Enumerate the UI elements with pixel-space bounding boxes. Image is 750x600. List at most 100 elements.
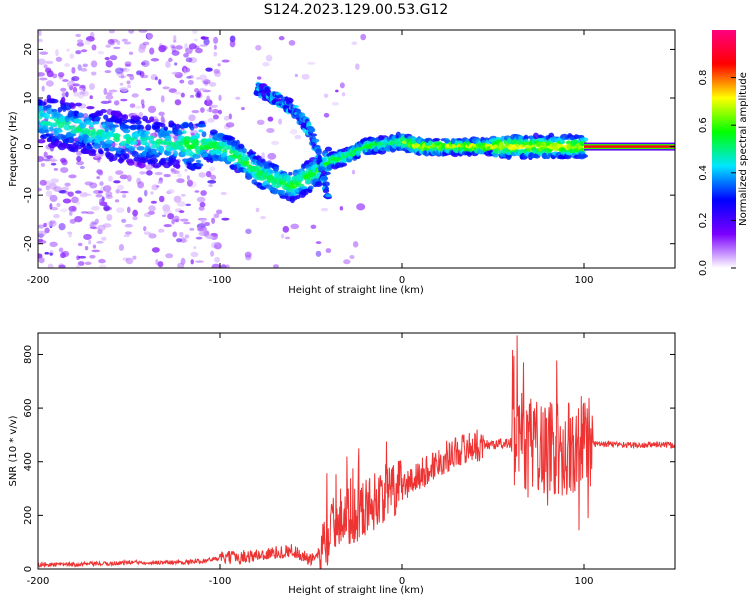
ridge-blob (324, 146, 333, 152)
noise-blob (105, 60, 113, 68)
branch-blob (277, 94, 284, 98)
noise-blob (140, 171, 144, 176)
ridge-blob (340, 162, 348, 167)
noise-blob (180, 92, 185, 98)
noise-blob (199, 218, 208, 222)
noise-blob (59, 208, 68, 213)
snr-line (38, 335, 675, 569)
snr-x-tick-label: 0 (399, 576, 405, 587)
noise-blob (141, 62, 146, 66)
noise-blob (158, 111, 165, 117)
noise-blob (45, 190, 53, 197)
noise-blob (173, 195, 182, 203)
noise-blob (39, 179, 47, 186)
noise-blob (225, 122, 235, 128)
ridge-blob (180, 151, 186, 157)
ridge-blob (141, 137, 151, 141)
noise-blob (79, 84, 86, 89)
noise-blob (217, 63, 221, 67)
noise-blob (80, 67, 88, 72)
noise-blob (38, 187, 42, 192)
noise-blob (171, 46, 176, 53)
colorbar: 0.0 0.2 0.4 0.6 0.8 Normalized spectral ampl… (698, 30, 749, 276)
ridge-blob (112, 133, 121, 139)
noise-blob (97, 229, 103, 235)
noise-blob (211, 263, 221, 268)
ridge-blob (77, 112, 84, 118)
noise-blob (315, 241, 322, 245)
noise-blob (53, 186, 62, 193)
noise-blob (57, 71, 65, 78)
noise-blob (55, 56, 63, 62)
noise-blob (278, 35, 285, 41)
ridge-blob (149, 116, 155, 122)
branch-blob (322, 181, 330, 187)
ridge-blob (198, 129, 204, 133)
noise-blob (66, 80, 76, 88)
noise-blob (116, 72, 122, 76)
ridge-blob (122, 128, 131, 134)
noise-blob (199, 44, 208, 47)
noise-blob (108, 89, 118, 93)
noise-blob (114, 199, 120, 203)
noise-blob (134, 105, 142, 109)
spectrogram-tone (584, 142, 675, 151)
noise-blob (71, 75, 80, 82)
noise-blob (38, 155, 45, 162)
noise-blob (109, 54, 118, 61)
snr-series (38, 335, 675, 569)
ridge-blob (48, 126, 54, 132)
noise-blob (271, 140, 280, 146)
noise-blob (176, 238, 182, 243)
noise-blob (331, 101, 340, 106)
noise-blob (58, 223, 66, 231)
noise-blob (184, 168, 188, 172)
noise-blob (351, 169, 356, 175)
noise-blob (193, 246, 197, 250)
noise-blob (163, 173, 171, 178)
noise-blob (75, 264, 81, 268)
noise-blob (117, 184, 124, 191)
noise-blob (209, 166, 216, 172)
noise-blob (210, 241, 220, 249)
noise-blob (113, 46, 121, 50)
ridge-blob (109, 156, 118, 162)
noise-blob (80, 49, 88, 53)
ridge-blob (159, 122, 166, 128)
snr-y-ticks: 0 200 400 600 800 (23, 345, 675, 572)
noise-blob (267, 116, 274, 122)
noise-blob (75, 190, 82, 194)
noise-blob (162, 86, 170, 90)
noise-blob (145, 164, 153, 171)
noise-blob (176, 201, 186, 207)
snr-y-tick-label: 800 (23, 345, 34, 364)
noise-blob (92, 156, 102, 161)
noise-blob (39, 77, 48, 81)
ridge-blob (63, 124, 72, 131)
noise-blob (116, 207, 125, 213)
noise-blob (179, 79, 185, 84)
noise-blob (116, 40, 121, 46)
noise-blob (50, 159, 58, 162)
noise-blob (38, 238, 44, 243)
noise-blob (40, 162, 46, 167)
spectrogram-x-tick-label: -200 (27, 275, 50, 286)
noise-blob (64, 63, 70, 67)
ridge-blob (104, 139, 114, 145)
noise-blob (325, 248, 332, 254)
noise-blob (124, 223, 133, 228)
noise-blob (68, 205, 77, 212)
noise-blob (76, 155, 82, 162)
noise-blob (218, 109, 222, 115)
spectrogram-x-tick-label: -100 (209, 275, 232, 286)
ridge-blob (48, 133, 54, 137)
noise-blob (205, 170, 212, 178)
noise-blob (138, 112, 144, 118)
noise-blob (121, 87, 128, 92)
colorbar-tick-label: 0.0 (698, 260, 709, 276)
ridge-blob (38, 101, 47, 106)
noise-blob (91, 227, 101, 230)
noise-blob (43, 222, 48, 228)
noise-blob (61, 251, 65, 259)
noise-blob (110, 41, 115, 46)
